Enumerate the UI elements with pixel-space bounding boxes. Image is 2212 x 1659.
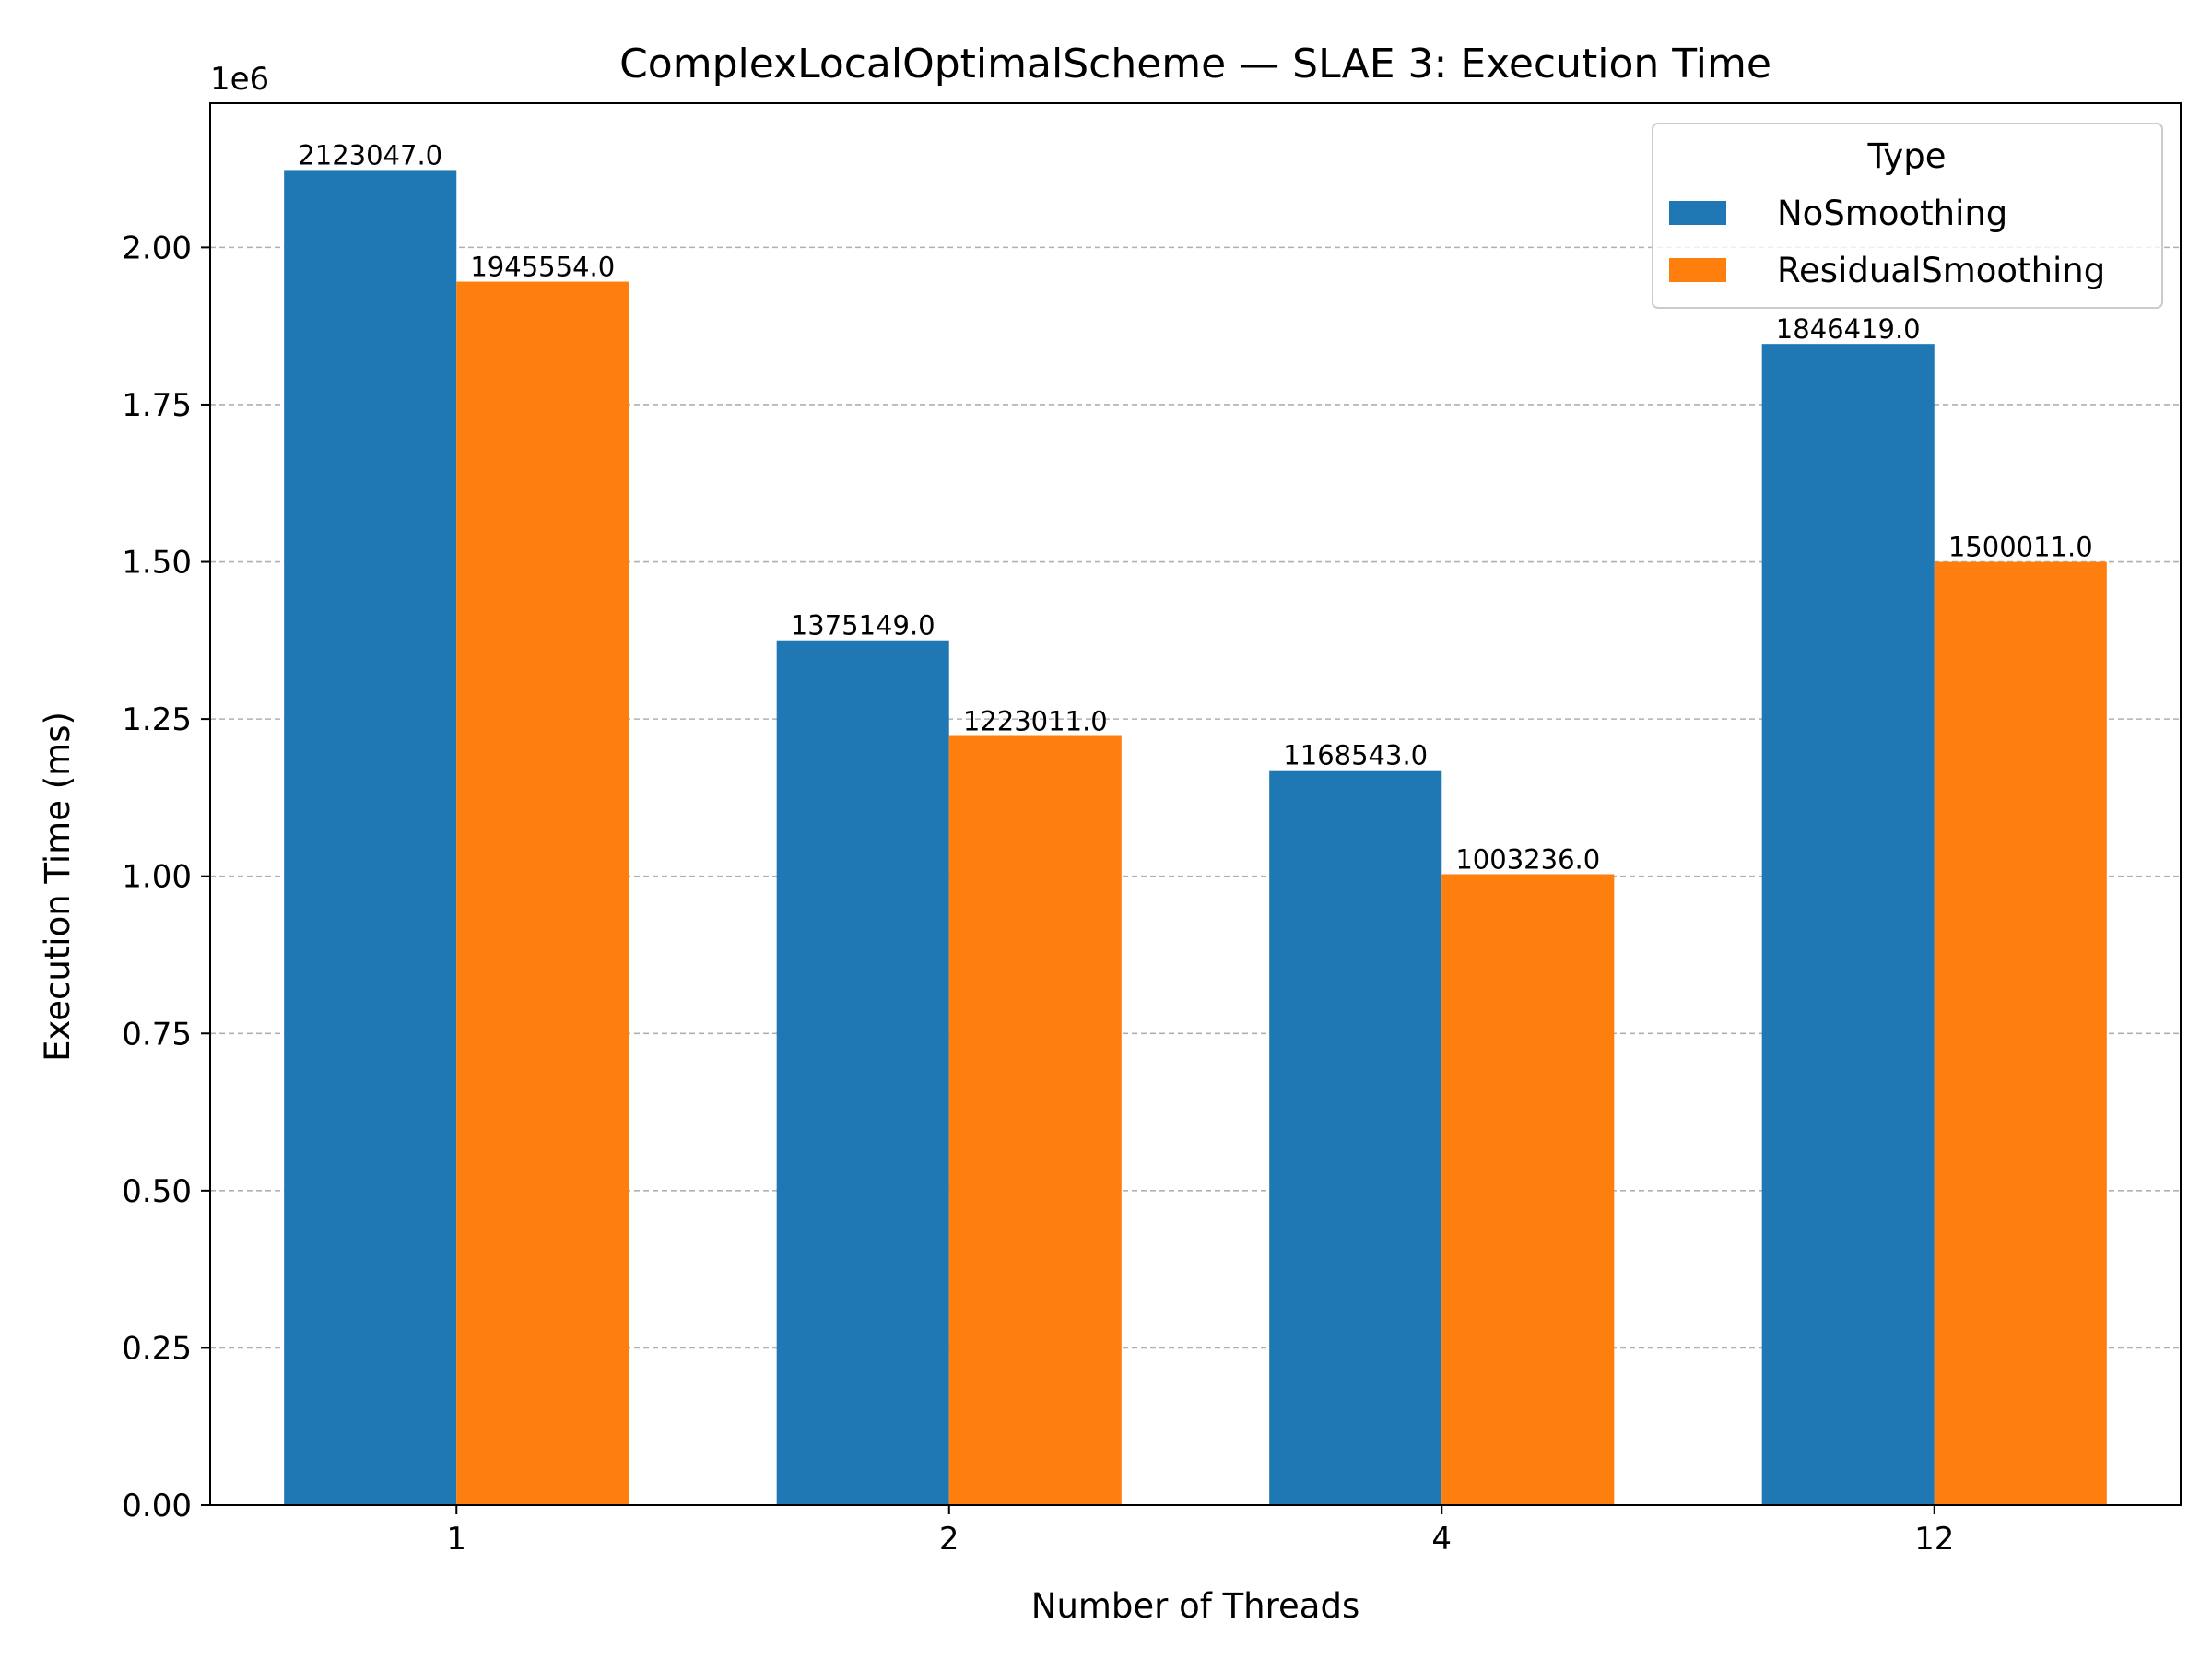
bar-residualsmoothing-4 [1441, 874, 1615, 1505]
y-axis-label: Execution Time (ms) [38, 712, 77, 1062]
bar-nosmoothing-2 [776, 640, 949, 1505]
y-axis-offset-label: 1e6 [210, 61, 269, 98]
legend-box [1652, 123, 2163, 309]
y-tick-label: 0.25 [122, 1330, 192, 1367]
bar-nosmoothing-1 [284, 170, 457, 1505]
y-tick-label: 0.00 [122, 1488, 192, 1524]
y-tick-label: 1.50 [122, 545, 192, 582]
plot-frame [209, 102, 2182, 1506]
legend-swatch-nosmoothing [1669, 201, 1726, 225]
y-tick-label: 2.00 [122, 229, 192, 266]
y-tick-label: 1.00 [122, 859, 192, 896]
legend-label-nosmoothing: NoSmoothing [1777, 194, 2007, 233]
legend-title: Type [1867, 136, 1947, 176]
bar-residualsmoothing-12 [1934, 561, 2107, 1505]
bar-value-label: 1223011.0 [963, 706, 1108, 737]
y-tick-label: 0.50 [122, 1173, 192, 1210]
x-axis-label: Number of Threads [1031, 1586, 1359, 1626]
chart-title: ComplexLocalOptimalScheme — SLAE 3: Exec… [619, 41, 1771, 88]
x-tick-label: 2 [939, 1521, 959, 1558]
bar-value-label: 1168543.0 [1283, 740, 1428, 771]
bar-value-label: 1500011.0 [1948, 532, 2093, 563]
bar-nosmoothing-4 [1269, 770, 1442, 1505]
bar-value-labels: 2123047.0 1945554.0 1375149.0 1223011.0 1168… [298, 139, 2092, 875]
bar-value-label: 1846419.0 [1776, 313, 1921, 345]
bar-nosmoothing-12 [1761, 344, 1935, 1505]
legend: Type NoSmoothing ResidualSmoothing [1652, 123, 2163, 309]
y-tick-label: 1.25 [122, 701, 192, 738]
bar-value-label: 1003236.0 [1455, 843, 1600, 875]
y-tick-label: 1.75 [122, 387, 192, 424]
y-axis: 0.00 0.25 0.50 0.75 1.00 1.25 1.50 1.75 2.00 [122, 229, 210, 1524]
y-tick-label: 0.75 [122, 1016, 192, 1053]
x-tick-label: 1 [446, 1521, 466, 1558]
bar-residualsmoothing-1 [456, 281, 629, 1505]
x-axis: 1 2 4 12 [446, 1505, 1954, 1558]
x-tick-label: 4 [1431, 1521, 1452, 1558]
bar-value-label: 1945554.0 [470, 252, 615, 283]
x-tick-label: 12 [1914, 1521, 1954, 1558]
bar-value-label: 2123047.0 [298, 139, 442, 171]
bar-residualsmoothing-2 [948, 735, 1122, 1505]
legend-swatch-residualsmoothing [1669, 258, 1726, 282]
legend-label-residualsmoothing: ResidualSmoothing [1777, 251, 2105, 290]
bars [284, 170, 2107, 1505]
bar-value-label: 1375149.0 [791, 610, 935, 641]
